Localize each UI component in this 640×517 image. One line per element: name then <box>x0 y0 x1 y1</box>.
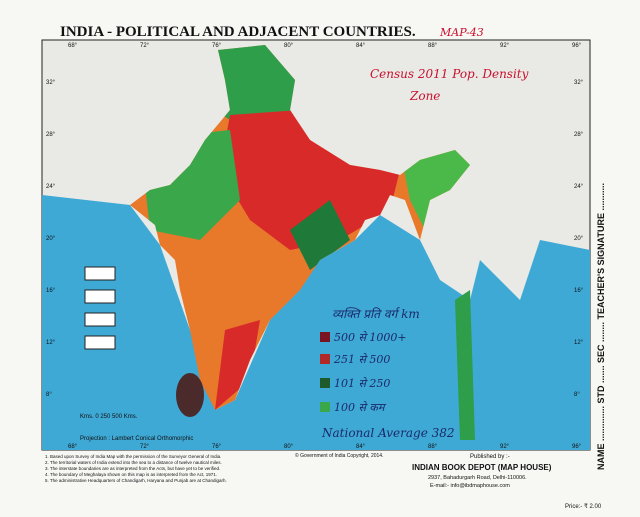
publisher-name: INDIAN BOOK DEPOT (MAP HOUSE) <box>412 463 552 472</box>
footnote: 2. The territorial waters of India exten… <box>45 460 222 465</box>
lon-label: 76° <box>212 43 222 49</box>
lon-label: 84° <box>356 43 366 49</box>
legend-average: National Average 382 <box>321 426 455 440</box>
note: Zone <box>409 89 440 103</box>
box <box>84 312 116 327</box>
label-boxes <box>84 266 116 350</box>
lon-label: 72° <box>140 444 150 450</box>
footnote: 3. The interstate boundaries are as inte… <box>45 466 220 471</box>
legend-item: 101 से 250 <box>334 377 390 390</box>
lat-label: 8° <box>46 392 52 398</box>
zone-dark-green <box>290 200 350 270</box>
projection: Projection : Lambert Conical Orthomorphi… <box>80 436 193 442</box>
lon-label: 80° <box>284 444 294 450</box>
legend-heading: व्यक्ति प्रति वर्ग km <box>332 307 420 321</box>
lon-label: 92° <box>500 444 510 450</box>
lat-label: 28° <box>46 132 56 138</box>
footnote: 4. The boundary of Meghalaya shown on th… <box>45 472 217 477</box>
publisher-label: Published by :- <box>470 454 510 460</box>
lon-label: 84° <box>356 444 366 450</box>
lat-label: 32° <box>46 80 56 86</box>
box <box>84 335 116 350</box>
map-number: MAP-43 <box>439 26 484 39</box>
latitude-labels: 32° 32° 28° 28° 24° 24° 20° 20° 16° 16° 12° 12° 8° 8° <box>46 80 584 398</box>
lon-label: 68° <box>68 43 78 49</box>
box <box>84 289 116 304</box>
lon-label: 96° <box>572 43 582 49</box>
swatch <box>320 402 330 412</box>
footnote: 1. Based upon Survey of India Map with t… <box>45 454 221 459</box>
swatch <box>320 332 330 342</box>
lat-label: 24° <box>574 184 584 190</box>
note: Census 2011 Pop. Density <box>370 67 529 81</box>
lon-label: 88° <box>428 444 438 450</box>
legend-item: 251 से 500 <box>333 353 390 366</box>
zone-kerala <box>215 320 260 410</box>
longitude-labels: 68° 68° 72° 72° 76° 76° 80° 80° 84° 84° 88° 88° 92° 9… <box>68 43 582 450</box>
lat-label: 28° <box>574 132 584 138</box>
legend-item: 500 से 1000+ <box>334 331 407 344</box>
price: Price:- ₹ 2.00 <box>565 503 602 510</box>
lon-label: 80° <box>284 43 294 49</box>
swatch <box>320 354 330 364</box>
lat-label: 16° <box>574 288 584 294</box>
islands <box>455 290 475 440</box>
lon-label: 92° <box>500 43 510 49</box>
lon-label: 76° <box>212 444 222 450</box>
publisher-address: 2937, Bahadurgarh Road, Delhi-110006. <box>428 475 527 481</box>
sri-lanka-shade <box>176 373 204 417</box>
scale: Kms. 0 250 500 Kms. <box>80 414 138 420</box>
title: INDIA - POLITICAL AND ADJACENT COUNTRIES… <box>60 24 416 40</box>
side-fields: NAME .............. STD ....... SEC ....… <box>596 183 606 470</box>
lon-label: 88° <box>428 43 438 49</box>
box <box>84 266 116 281</box>
lon-label: 68° <box>68 444 78 450</box>
legend: 500 से 1000+ 251 से 500 101 से 250 100 स… <box>320 331 455 440</box>
lat-label: 32° <box>574 80 584 86</box>
lon-label: 96° <box>572 444 582 450</box>
footnotes: 1. Based upon Survey of India Map with t… <box>45 454 227 483</box>
lat-label: 20° <box>46 236 56 242</box>
lat-label: 20° <box>574 236 584 242</box>
lon-label: 72° <box>140 43 150 49</box>
publisher-email: E-mail:- info@ibdmaphouse.com <box>430 483 510 489</box>
lat-label: 16° <box>46 288 56 294</box>
copyright: © Government of India Copyright, 2014. <box>295 452 383 459</box>
lat-label: 24° <box>46 184 56 190</box>
swatch <box>320 378 330 388</box>
footnote: 5. The administrative Headquarters of Ch… <box>45 478 227 483</box>
lat-label: 8° <box>574 392 580 398</box>
legend-item: 100 से कम <box>334 401 387 414</box>
lat-label: 12° <box>574 340 584 346</box>
lat-label: 12° <box>46 340 56 346</box>
